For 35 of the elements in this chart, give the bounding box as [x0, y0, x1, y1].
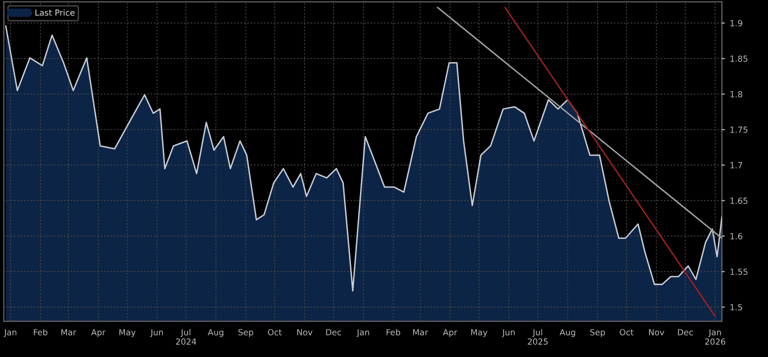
x-tick-label: Nov — [649, 329, 664, 336]
x-tick-label: Aug — [208, 329, 224, 338]
x-tick-label: Mar — [61, 329, 76, 336]
y-tick-label: 1.7 — [730, 162, 742, 168]
y-tick-label: 1.55 — [730, 268, 748, 275]
x-tick-label: May — [119, 329, 136, 338]
y-tick-label: 1.65 — [730, 198, 748, 204]
x-tick-label: Jan — [356, 329, 370, 337]
y-tick-label: 1.5 — [730, 304, 742, 310]
x-tick-label: Dec — [678, 329, 693, 336]
x-tick-label: Feb — [386, 328, 400, 336]
x-tick-label: Oct — [620, 329, 634, 336]
x-tick-label: Jul 2025 — [528, 328, 548, 345]
x-tick-label: Feb — [34, 328, 48, 336]
y-tick-label: 1.9 — [730, 20, 742, 26]
x-tick-label: May — [471, 329, 488, 338]
y-tick-label: 1.8 — [730, 91, 742, 98]
y-tick-label: 1.6 — [730, 233, 742, 240]
y-tick-label: 1.75 — [730, 126, 748, 133]
x-tick-label: Jan — [4, 329, 16, 337]
x-tick-label: Aug — [560, 329, 576, 338]
x-tick-label: Jun — [502, 329, 515, 337]
x-tick-label: Apr — [442, 329, 458, 338]
x-tick-label: Jul 2024 — [176, 328, 196, 345]
x-tick-label: Sep — [590, 329, 605, 338]
x-tick-label: Sep — [238, 329, 254, 338]
x-tick-label: Oct — [268, 329, 282, 336]
x-tick-label: Apr — [91, 329, 106, 338]
x-tick-label: Jan 2026 — [705, 329, 726, 345]
legend-label: Last Price — [35, 9, 75, 16]
x-tick-label: Mar — [413, 329, 428, 336]
x-tick-label: Nov — [297, 329, 312, 336]
x-tick-label: Jun — [150, 329, 163, 337]
y-tick-label: 1.85 — [730, 56, 748, 62]
x-tick-label: Dec — [326, 329, 342, 336]
